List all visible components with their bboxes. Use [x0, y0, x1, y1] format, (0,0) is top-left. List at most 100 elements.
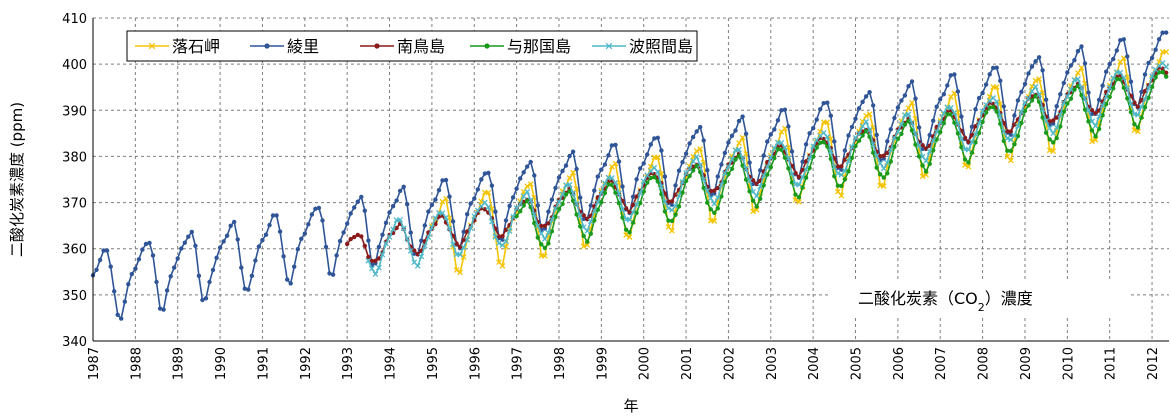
- data-point: [450, 219, 456, 224]
- data-point: [408, 230, 413, 235]
- data-point: [976, 130, 982, 136]
- data-point: [916, 125, 922, 130]
- data-point: [927, 132, 932, 138]
- data-point: [1026, 71, 1031, 76]
- data-point: [909, 99, 915, 106]
- data-point: [1153, 47, 1158, 52]
- data-point: [527, 197, 534, 204]
- data-point: [1135, 125, 1141, 130]
- x-tick-label: 2009: [1019, 347, 1034, 380]
- data-point: [800, 159, 805, 164]
- data-point: [1078, 85, 1085, 91]
- data-point: [934, 104, 939, 109]
- data-point: [546, 209, 551, 214]
- data-point: [705, 168, 710, 173]
- data-point: [534, 222, 541, 229]
- data-point: [1075, 83, 1081, 89]
- data-point: [701, 138, 706, 143]
- data-point: [475, 187, 480, 192]
- data-point: [609, 143, 615, 148]
- data-point: [779, 147, 784, 152]
- data-point: [260, 237, 265, 243]
- data-point: [1118, 38, 1123, 43]
- data-point: [842, 167, 848, 174]
- data-point: [193, 243, 198, 248]
- data-point: [715, 206, 720, 211]
- data-point: [718, 181, 725, 188]
- data-point: [129, 271, 134, 277]
- data-point: [839, 183, 844, 189]
- data-point: [1019, 89, 1024, 95]
- data-point: [1089, 138, 1095, 145]
- data-point: [489, 205, 495, 212]
- data-point: [698, 124, 703, 130]
- data-point: [285, 277, 290, 282]
- y-tick-label: 400: [62, 58, 87, 73]
- data-point: [849, 124, 855, 130]
- data-point: [1040, 68, 1045, 73]
- data-point: [563, 192, 569, 197]
- data-point: [775, 118, 781, 123]
- data-point: [348, 236, 353, 242]
- data-point: [1032, 83, 1039, 90]
- data-point: [1082, 61, 1088, 66]
- data-point: [1068, 96, 1074, 101]
- data-point: [959, 114, 964, 119]
- data-point: [1124, 85, 1131, 91]
- data-point: [418, 253, 425, 260]
- data-point: [827, 148, 834, 155]
- data-point: [835, 183, 841, 188]
- data-point: [609, 182, 615, 188]
- data-point: [707, 195, 714, 202]
- data-point: [1138, 103, 1145, 110]
- legend-marker: [148, 42, 156, 50]
- x-tick-label: 2010: [1061, 347, 1076, 380]
- data-point: [126, 282, 131, 287]
- data-point: [1043, 97, 1049, 102]
- data-point: [147, 240, 152, 246]
- data-point: [1072, 58, 1077, 63]
- data-point: [616, 201, 622, 206]
- data-point: [796, 199, 802, 205]
- data-point: [803, 166, 809, 173]
- data-point: [489, 183, 495, 188]
- data-point: [959, 145, 964, 150]
- data-point: [580, 243, 587, 250]
- data-point: [302, 231, 307, 236]
- legend-marker: [374, 43, 380, 49]
- data-point: [768, 132, 773, 137]
- data-point: [778, 140, 785, 146]
- data-point: [652, 175, 657, 180]
- data-point: [789, 171, 795, 177]
- data-point: [789, 149, 795, 154]
- data-point: [700, 159, 707, 166]
- data-point: [803, 142, 809, 147]
- data-point: [556, 175, 562, 180]
- data-point: [662, 198, 668, 205]
- data-point: [1036, 55, 1042, 60]
- data-point: [433, 197, 438, 202]
- data-point: [584, 228, 591, 234]
- data-point: [535, 235, 540, 240]
- data-point: [807, 131, 812, 136]
- data-point: [570, 190, 576, 197]
- x-tick-label: 2012: [1146, 347, 1161, 380]
- data-point: [253, 258, 258, 263]
- annotation-label: 二酸化炭素（CO2）濃度: [858, 289, 1033, 314]
- data-point: [1018, 108, 1025, 115]
- data-point: [591, 207, 598, 214]
- legend-item: 波照間島: [592, 37, 693, 56]
- data-point: [337, 238, 343, 244]
- data-point: [464, 236, 471, 243]
- data-point: [567, 189, 572, 194]
- data-point: [1050, 130, 1057, 137]
- data-point: [743, 165, 749, 172]
- data-point: [947, 104, 954, 111]
- data-point: [503, 243, 509, 250]
- data-point: [242, 286, 247, 291]
- data-point: [429, 202, 435, 208]
- data-point: [779, 108, 784, 113]
- data-point: [916, 142, 922, 149]
- data-point: [524, 183, 531, 190]
- data-point: [143, 241, 149, 247]
